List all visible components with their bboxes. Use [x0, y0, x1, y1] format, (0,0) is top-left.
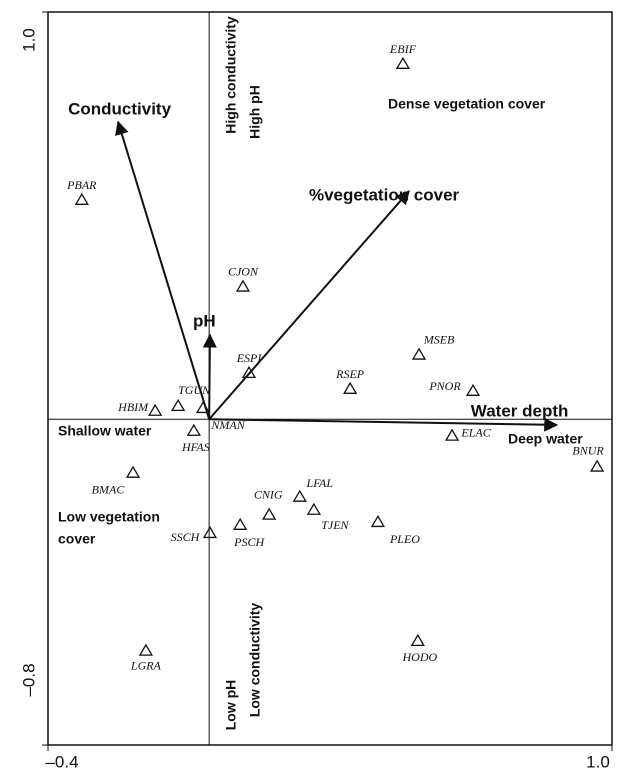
site-label: PNOR [428, 379, 461, 393]
arrow [209, 417, 559, 432]
site-marker [170, 398, 186, 412]
y-tick-label: –0.8 [19, 663, 38, 696]
site-marker [411, 347, 427, 360]
arrow [208, 190, 410, 420]
site-label: PLEO [389, 532, 420, 546]
site-marker [148, 403, 163, 416]
site-label: LFAL [306, 476, 334, 490]
site-label: ESPI [236, 351, 263, 365]
site-label: TJEN [321, 518, 349, 532]
site-marker [233, 517, 248, 530]
site-marker [186, 423, 201, 436]
site-label: TGUN [178, 383, 211, 397]
arrow [202, 333, 217, 420]
annotation: Deep water [508, 431, 583, 447]
site-marker [241, 365, 257, 379]
site-marker [125, 465, 141, 478]
y-tick-label: 1.0 [19, 28, 38, 52]
site-label: PSCH [233, 535, 265, 549]
annotation: Low conductivity [247, 603, 263, 718]
site-label: RSEP [335, 367, 365, 381]
site-label: ELAC [460, 426, 491, 440]
annotation: Low pH [223, 680, 239, 731]
annotation: Dense vegetation cover [388, 96, 546, 112]
site-marker [444, 428, 460, 441]
annotation: Shallow water [58, 423, 152, 439]
site-label: PBAR [66, 178, 97, 192]
site-label: CNIG [254, 488, 283, 502]
site-marker [410, 633, 425, 647]
arrow-label: Water depth [471, 401, 569, 420]
x-tick-label: 1.0 [586, 752, 610, 771]
arrow-label: pH [193, 311, 216, 330]
site-label: LGRA [130, 659, 162, 673]
site-marker [395, 56, 411, 69]
plot-frame [47, 11, 613, 746]
site-marker [292, 489, 307, 502]
site-marker [370, 514, 386, 528]
site-marker [465, 383, 481, 396]
annotation: High pH [247, 85, 263, 139]
annotation: cover [58, 531, 96, 547]
arrow [115, 120, 211, 420]
site-label: HBIM [117, 400, 149, 414]
annotation: High conductivity [223, 16, 239, 134]
site-marker [343, 381, 358, 394]
site-marker [589, 459, 605, 472]
site-label: HODO [401, 650, 437, 664]
site-marker [306, 502, 322, 515]
site-label: MSEB [423, 333, 455, 347]
site-marker [235, 279, 251, 292]
site-label: SSCH [171, 530, 201, 544]
site-marker [195, 400, 211, 414]
annotation: Low vegetation [58, 509, 160, 525]
site-label: BMAC [92, 483, 126, 497]
site-marker [202, 525, 218, 539]
site-marker [262, 507, 277, 520]
site-label: NMAN [210, 418, 245, 432]
site-marker [74, 192, 89, 205]
site-label: BNUR [572, 444, 604, 458]
site-label: HFAS [181, 440, 210, 454]
site-label: EBIF [389, 42, 417, 56]
site-label: CJON [228, 265, 259, 279]
x-tick-label: –0.4 [45, 752, 78, 771]
site-marker [138, 643, 154, 656]
arrow-label: %vegetation cover [309, 186, 460, 205]
arrow-label: Conductivity [68, 99, 171, 118]
